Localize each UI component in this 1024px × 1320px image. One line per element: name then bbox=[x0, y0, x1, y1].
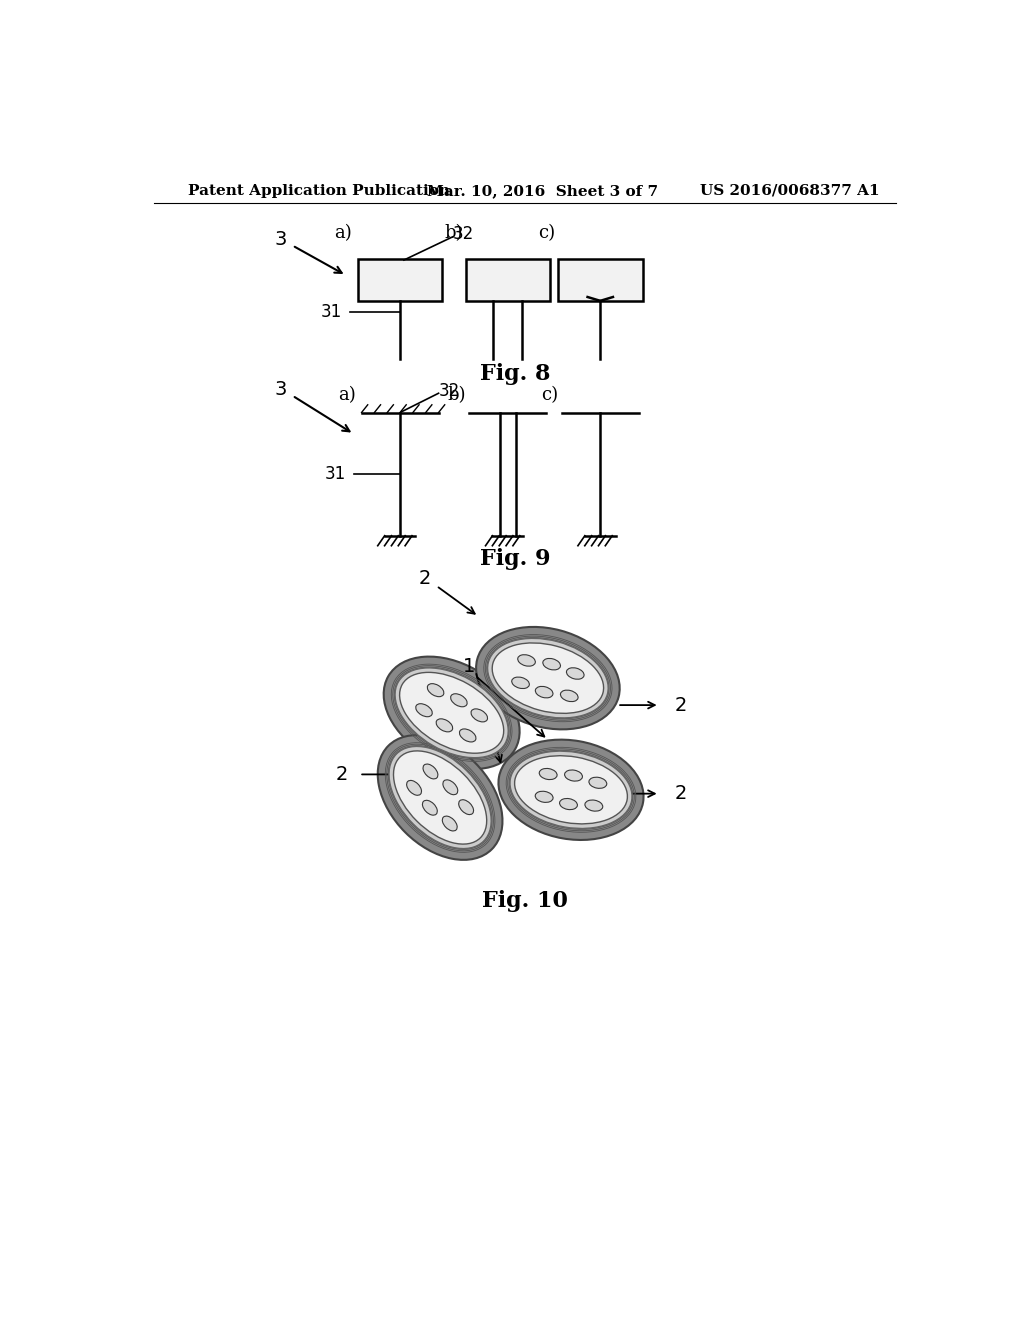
Ellipse shape bbox=[585, 800, 603, 812]
Ellipse shape bbox=[510, 751, 632, 829]
Text: c): c) bbox=[538, 224, 555, 242]
Text: 31: 31 bbox=[322, 304, 342, 321]
Ellipse shape bbox=[459, 800, 473, 814]
Ellipse shape bbox=[536, 791, 553, 803]
Ellipse shape bbox=[560, 690, 579, 702]
Ellipse shape bbox=[460, 729, 476, 742]
Text: Fig. 9: Fig. 9 bbox=[480, 548, 551, 570]
Ellipse shape bbox=[378, 735, 503, 859]
Ellipse shape bbox=[389, 746, 492, 849]
Text: 31: 31 bbox=[325, 465, 346, 483]
Ellipse shape bbox=[399, 672, 504, 754]
Ellipse shape bbox=[564, 770, 583, 781]
Text: US 2016/0068377 A1: US 2016/0068377 A1 bbox=[700, 183, 880, 198]
Ellipse shape bbox=[423, 800, 437, 816]
Ellipse shape bbox=[423, 764, 438, 779]
Ellipse shape bbox=[436, 719, 453, 731]
Bar bbox=[357, 259, 442, 301]
Ellipse shape bbox=[443, 780, 458, 795]
Ellipse shape bbox=[540, 768, 557, 780]
Ellipse shape bbox=[566, 668, 584, 680]
Bar bbox=[558, 259, 643, 301]
Ellipse shape bbox=[471, 709, 487, 722]
Ellipse shape bbox=[536, 686, 553, 698]
Text: 2: 2 bbox=[675, 784, 687, 803]
Ellipse shape bbox=[427, 684, 443, 697]
Ellipse shape bbox=[543, 659, 560, 671]
Text: Mar. 10, 2016  Sheet 3 of 7: Mar. 10, 2016 Sheet 3 of 7 bbox=[427, 183, 658, 198]
Ellipse shape bbox=[487, 639, 608, 718]
Ellipse shape bbox=[493, 643, 603, 713]
Text: c): c) bbox=[542, 387, 559, 404]
Ellipse shape bbox=[512, 677, 529, 689]
Ellipse shape bbox=[476, 627, 620, 730]
Text: Patent Application Publication: Patent Application Publication bbox=[188, 183, 451, 198]
Text: 32: 32 bbox=[438, 381, 460, 400]
Ellipse shape bbox=[393, 751, 486, 843]
Text: 32: 32 bbox=[453, 224, 474, 243]
Ellipse shape bbox=[589, 777, 607, 788]
Text: 2: 2 bbox=[675, 696, 687, 714]
Text: a): a) bbox=[338, 387, 355, 404]
Text: 2: 2 bbox=[335, 764, 348, 784]
Text: 1: 1 bbox=[463, 657, 475, 676]
Text: a): a) bbox=[334, 224, 351, 242]
Text: b): b) bbox=[447, 387, 466, 404]
Bar bbox=[466, 259, 550, 301]
Text: 3: 3 bbox=[274, 380, 287, 399]
Ellipse shape bbox=[384, 656, 519, 770]
Ellipse shape bbox=[451, 694, 467, 706]
Ellipse shape bbox=[442, 816, 457, 832]
Text: Fig. 10: Fig. 10 bbox=[482, 891, 567, 912]
Text: 2: 2 bbox=[419, 569, 431, 587]
Ellipse shape bbox=[407, 780, 422, 795]
Text: b): b) bbox=[444, 224, 463, 242]
Text: Fig. 8: Fig. 8 bbox=[480, 363, 551, 385]
Text: 3: 3 bbox=[274, 230, 287, 248]
Ellipse shape bbox=[499, 739, 643, 840]
Ellipse shape bbox=[515, 756, 628, 824]
Ellipse shape bbox=[518, 655, 536, 667]
Ellipse shape bbox=[395, 668, 508, 758]
Ellipse shape bbox=[559, 799, 578, 809]
Ellipse shape bbox=[416, 704, 432, 717]
